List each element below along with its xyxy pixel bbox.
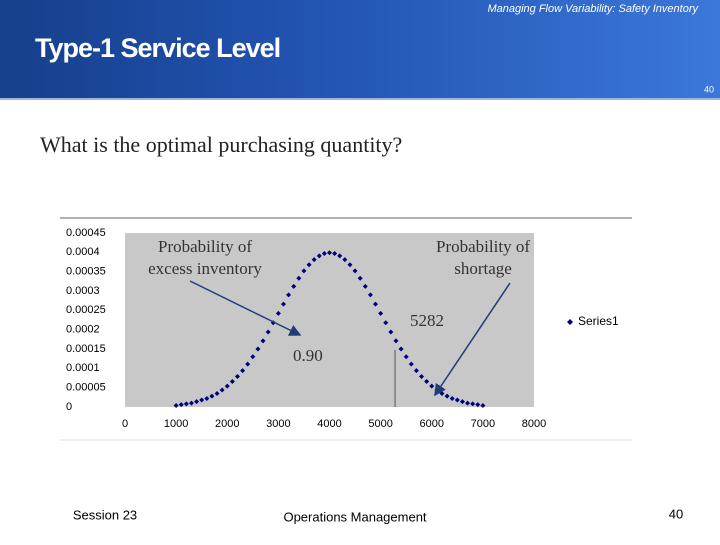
x-tick-label: 7000 [471,418,495,430]
data-point [255,346,261,352]
x-tick-label: 3000 [266,418,290,430]
chart: 0 0.00005 0.0001 0.00015 0.0002 0.00025 0.0003… [66,227,619,430]
arrow [434,282,511,397]
x-tick-label: 4000 [317,418,341,430]
data-point [280,301,286,307]
data-point [286,292,292,298]
data-point [234,373,240,379]
data-point [327,250,332,256]
data-point [306,262,312,268]
x-tick-label: 6000 [420,418,444,430]
data-point [419,373,425,379]
slide-title: Type-1 Service Level [35,33,280,63]
data-point [352,268,358,274]
data-point [316,253,322,259]
data-point [321,250,327,256]
data-point [209,393,215,399]
data-point [337,253,343,259]
data-point [449,395,455,401]
data-point [362,283,368,289]
arrow [189,280,302,336]
data-point [408,361,414,367]
x-tick-label: 8000 [522,418,546,430]
question: What is the optimal purchasing quantity? [40,132,402,157]
plot-area [125,233,534,407]
data-point [383,320,389,326]
y-tick-label: 0.00035 [66,266,106,278]
annotation-excess: excess inventory [148,259,262,278]
data-point [265,329,271,335]
data-point [388,329,394,335]
data-point [173,402,179,408]
annotation-shortage: Probability of [436,237,530,256]
y-tick-label: 0.0002 [66,324,100,336]
data-point [199,397,205,403]
data-point [454,397,460,403]
x-tick-label: 1000 [164,418,188,430]
footer-course: Operations Management [283,509,426,524]
header-page: 40 [704,84,714,94]
data-point [296,275,302,281]
data-point [245,361,251,367]
data-point [367,292,373,298]
data-point [219,387,225,393]
data-point [424,378,430,384]
footer-session: Session 23 [73,507,137,522]
data-point [275,310,281,316]
data-point [214,390,220,396]
cutoff-label: 5282 [410,311,444,330]
data-point [204,395,210,401]
header-subtitle: Managing Flow Variability: Safety Invent… [487,3,699,15]
x-tick-label: 0 [122,418,128,430]
data-point [459,399,465,405]
data-point [373,301,379,307]
data-point [332,250,338,256]
data-point [403,354,409,360]
y-tick-label: 0.00015 [66,343,106,355]
data-point [250,354,256,360]
y-tick-label: 0.00005 [66,382,106,394]
annotation-excess: Probability of [158,237,252,256]
y-tick-label: 0.0003 [66,285,100,297]
data-point [188,400,194,406]
data-point [378,310,384,316]
data-point [183,401,189,407]
data-point [413,368,419,374]
legend-label: Series1 [578,314,619,328]
y-tick-label: 0.00045 [66,227,106,239]
annotation-shortage: shortage [454,259,512,278]
data-point [260,338,266,344]
y-tick-label: 0 [66,401,72,413]
data-point [480,402,486,408]
data-point [194,399,200,405]
header-band [0,0,720,98]
y-tick-label: 0.0001 [66,362,100,374]
data-point [224,383,230,389]
data-point [393,338,399,344]
data-point [465,400,471,406]
x-tick-label: 5000 [368,418,392,430]
data-point [342,257,348,263]
data-point [429,383,435,389]
service-level-label: 0.90 [293,346,323,365]
data-point [311,257,317,263]
data-point [470,401,476,407]
data-point [357,275,363,281]
footer-page: 40 [669,506,683,521]
data-point [291,283,297,289]
data-point [398,346,404,352]
data-point [301,268,307,274]
data-point [240,368,246,374]
y-tick-label: 0.0004 [66,246,100,258]
data-point [178,402,184,408]
data-point [444,393,450,399]
data-point [347,262,353,268]
y-tick-label: 0.00025 [66,304,106,316]
x-tick-label: 2000 [215,418,239,430]
data-point [475,402,481,408]
data-point [229,378,235,384]
legend-marker [567,319,573,325]
